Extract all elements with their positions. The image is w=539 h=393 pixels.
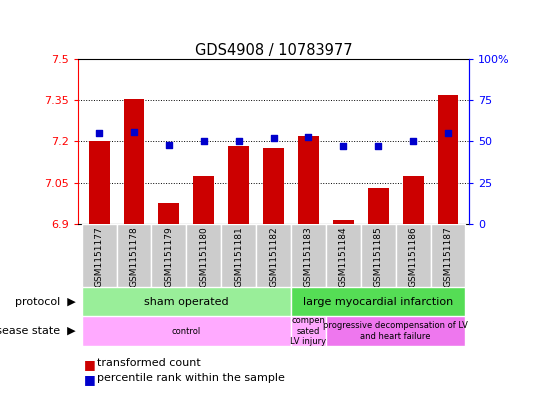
Text: GSM1151185: GSM1151185 [374, 226, 383, 286]
Text: disease state  ▶: disease state ▶ [0, 326, 75, 336]
Bar [333, 220, 354, 224]
Bar [228, 146, 249, 224]
Bar [326, 316, 466, 346]
Point [130, 129, 139, 135]
Bar [88, 141, 109, 224]
Bar [81, 287, 291, 316]
Point [444, 130, 452, 136]
Point [409, 138, 417, 145]
Text: compen
sated
LV injury: compen sated LV injury [291, 316, 327, 346]
Text: control: control [172, 327, 201, 336]
Bar [368, 188, 389, 224]
Text: progressive decompensation of LV
and heart failure: progressive decompensation of LV and hea… [323, 321, 468, 341]
Bar [116, 224, 151, 287]
Text: GSM1151179: GSM1151179 [164, 226, 174, 286]
Bar [431, 224, 466, 287]
Point [270, 135, 278, 141]
Bar [396, 224, 431, 287]
Text: transformed count: transformed count [97, 358, 201, 367]
Point [199, 138, 208, 145]
Text: GSM1151177: GSM1151177 [94, 226, 103, 286]
Text: GSM1151187: GSM1151187 [444, 226, 453, 286]
Text: sham operated: sham operated [144, 297, 229, 307]
Text: GSM1151186: GSM1151186 [409, 226, 418, 286]
Point [164, 141, 173, 148]
Text: ■: ■ [84, 373, 95, 386]
Text: GSM1151181: GSM1151181 [234, 226, 243, 286]
Bar [151, 224, 186, 287]
Text: GSM1151184: GSM1151184 [339, 226, 348, 286]
Point [234, 138, 243, 145]
Bar [298, 136, 319, 224]
Bar [194, 176, 214, 224]
Bar [123, 99, 144, 224]
Text: GSM1151182: GSM1151182 [269, 226, 278, 286]
Bar [221, 224, 256, 287]
Title: GDS4908 / 10783977: GDS4908 / 10783977 [195, 43, 353, 58]
Bar [263, 149, 284, 224]
Text: ■: ■ [84, 358, 95, 371]
Bar [326, 224, 361, 287]
Text: percentile rank within the sample: percentile rank within the sample [97, 373, 285, 383]
Bar [291, 224, 326, 287]
Bar [81, 224, 116, 287]
Text: protocol  ▶: protocol ▶ [15, 297, 75, 307]
Point [304, 133, 313, 140]
Bar [158, 204, 179, 224]
Point [374, 143, 383, 150]
Bar [81, 316, 291, 346]
Text: GSM1151178: GSM1151178 [129, 226, 139, 286]
Bar [291, 316, 326, 346]
Bar [361, 224, 396, 287]
Bar [256, 224, 291, 287]
Bar [403, 176, 424, 224]
Point [95, 130, 103, 136]
Bar [291, 287, 466, 316]
Point [339, 143, 348, 150]
Text: GSM1151180: GSM1151180 [199, 226, 208, 286]
Text: GSM1151183: GSM1151183 [304, 226, 313, 286]
Bar [438, 95, 459, 224]
Bar [186, 224, 221, 287]
Text: large myocardial infarction: large myocardial infarction [303, 297, 453, 307]
